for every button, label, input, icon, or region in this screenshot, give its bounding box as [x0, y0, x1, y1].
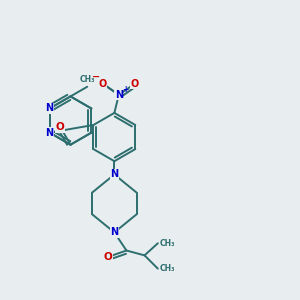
Text: CH₃: CH₃: [159, 239, 175, 248]
Text: O: O: [56, 122, 64, 132]
Text: CH₃: CH₃: [159, 264, 175, 273]
Text: O: O: [103, 252, 112, 262]
Text: O: O: [131, 79, 139, 88]
Text: +: +: [122, 85, 128, 94]
Text: N: N: [110, 169, 118, 179]
Text: N: N: [110, 227, 118, 237]
Text: −: −: [92, 72, 100, 82]
Text: O: O: [98, 79, 107, 88]
Text: N: N: [115, 90, 123, 100]
Text: CH₃: CH₃: [80, 75, 95, 84]
Text: N: N: [46, 128, 54, 138]
Text: N: N: [46, 103, 54, 113]
